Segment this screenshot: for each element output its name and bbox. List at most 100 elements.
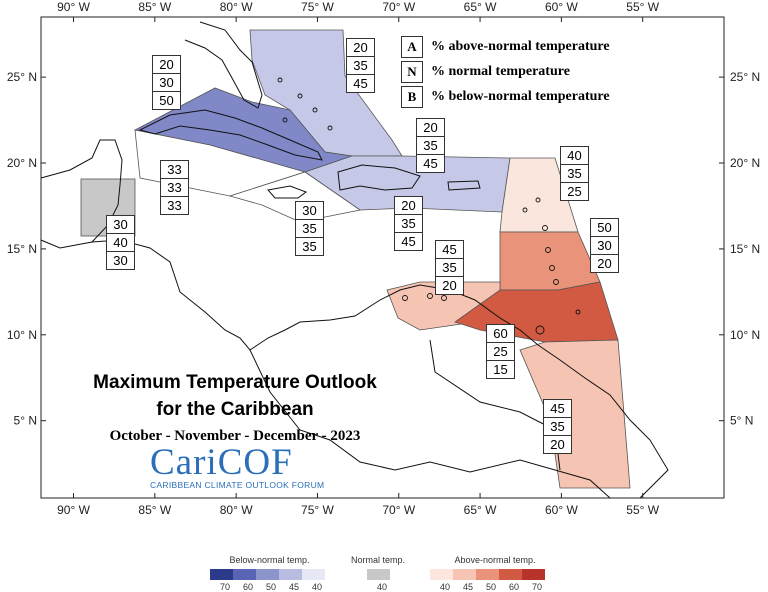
prob-below: 20 [591,254,618,272]
lon-tick-label: 60° W [545,0,578,14]
prob-below: 25 [561,182,588,200]
prob-normal: 35 [296,219,323,237]
above-normal-swatch [453,569,476,580]
probability-key: A % above-normal temperature N % normal … [401,36,629,111]
prob-box-bahamas: 20 35 45 [346,38,375,93]
prob-above: 60 [493,326,508,341]
prob-above: 50 [597,220,612,235]
island [549,265,555,271]
small-islands [277,77,581,335]
prob-normal: 33 [161,178,188,196]
lon-tick-label: 55° W [626,503,659,517]
island [327,125,333,131]
island [277,77,283,83]
island [553,279,559,285]
south-america-interior [249,349,611,499]
region-jamaica [228,171,362,223]
prob-below: 20 [436,276,463,294]
lon-tick-label: 65° W [464,503,497,517]
lat-tick-label: 5° N [730,414,753,428]
prob-above: 33 [167,162,182,177]
prob-box-cuba: 20 30 50 [152,55,181,110]
puerto-rico-coast [447,180,481,191]
lon-tick-label: 55° W [626,0,659,14]
prob-normal: 30 [591,236,618,254]
key-row-normal: N % normal temperature [401,61,629,83]
above-normal-tick: 50 [486,582,497,592]
lon-tick-label: 70° W [382,0,415,14]
lat-tick-label: 25° N [730,70,760,84]
prob-box-leeward: 40 35 25 [560,146,589,201]
lon-tick-label: 85° W [138,503,171,517]
island [542,225,548,231]
below-normal-tick: 70 [220,582,231,592]
yucatan-coast [40,139,123,249]
prob-above: 20 [423,120,438,135]
prob-normal: 35 [436,258,463,276]
prob-box-cayman: 33 33 33 [160,160,189,215]
map-title-line2: for the Caribbean [156,399,314,420]
legend-above-label: Above-normal temp. [454,555,536,565]
prob-normal: 35 [561,164,588,182]
lat-tick-label: 15° N [730,242,760,256]
florida-coast [184,21,263,109]
central-america-coast [91,239,539,351]
prob-normal: 35 [544,417,571,435]
prob-box-trinidad: 60 25 15 [486,324,515,379]
prob-normal: 30 [153,73,180,91]
lat-tick-label: 10° N [730,328,760,342]
above-normal-tick: 60 [509,582,520,592]
legend-normal-label: Normal temp. [350,555,405,565]
prob-normal: 35 [417,136,444,154]
above-normal-swatch [499,569,522,580]
normal-swatch [367,569,390,580]
prob-above: 45 [550,401,565,416]
map-period: October - November - December - 2023 [109,428,361,444]
lon-tick-label: 65° W [464,0,497,14]
prob-below: 33 [161,196,188,214]
legend-below-label: Below-normal temp. [229,555,310,565]
island [545,247,551,253]
lat-tick-label: 10° N [7,328,37,342]
island [427,293,433,299]
island [441,295,447,301]
prob-above: 20 [401,198,416,213]
above-normal-swatch [522,569,545,580]
island [535,197,541,203]
lon-tick-label: 75° W [301,0,334,14]
south-america-coast [537,344,669,499]
above-normal-tick: 45 [463,582,474,592]
prob-box-jamaica: 30 35 35 [295,201,324,256]
lat-tick-label: 15° N [7,242,37,256]
prob-normal: 25 [487,342,514,360]
prob-box-abc: 45 35 20 [435,240,464,295]
island [575,309,581,315]
prob-box-windward: 50 30 20 [590,218,619,273]
prob-below: 45 [347,74,374,92]
key-row-below: B % below-normal temperature [401,86,629,108]
lat-tick-label: 20° N [7,156,37,170]
island [402,295,408,301]
island [297,93,303,99]
below-normal-swatch [279,569,302,580]
prob-above: 45 [442,242,457,257]
below-normal-tick: 40 [312,582,323,592]
island [282,117,288,123]
key-letter-a: A [401,36,423,58]
lon-tick-label: 60° W [545,503,578,517]
lon-tick-label: 80° W [220,0,253,14]
lat-tick-label: 20° N [730,156,760,170]
prob-below: 50 [153,91,180,109]
key-text-below: % below-normal temperature [431,89,610,104]
prob-box-belize: 30 40 30 [106,215,135,270]
below-normal-swatch [210,569,233,580]
above-normal-swatch [430,569,453,580]
normal-tick: 40 [377,582,388,592]
key-text-above: % above-normal temperature [431,39,610,54]
map-title-line1: Maximum Temperature Outlook [93,372,377,393]
below-normal-tick: 60 [243,582,254,592]
below-normal-tick: 50 [266,582,277,592]
prob-box-guianas: 45 35 20 [543,399,572,454]
prob-below: 45 [417,154,444,172]
